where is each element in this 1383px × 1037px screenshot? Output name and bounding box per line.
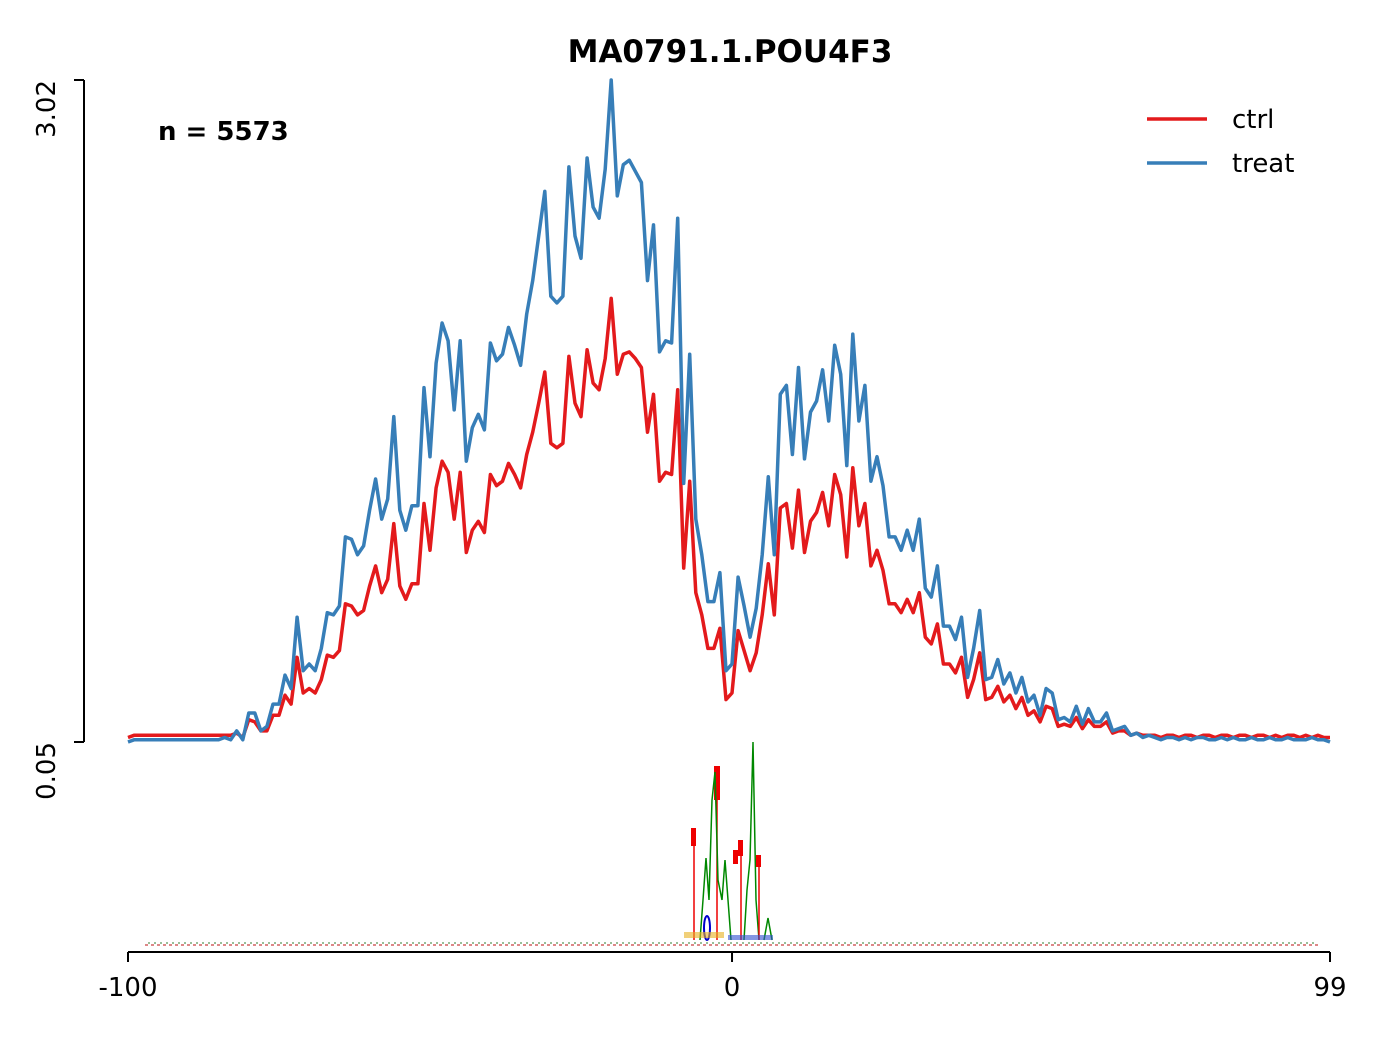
line-series: [127, 296, 1330, 740]
chart-title: MA0791.1.POU4F3: [568, 34, 893, 70]
y-tick-label: 0.05: [32, 742, 62, 800]
y-tick-label: 3.02: [32, 80, 62, 138]
x-tick-label: -100: [98, 973, 157, 1003]
legend-label: ctrl: [1232, 105, 1274, 135]
annotation: n = 5573: [158, 117, 289, 147]
line-series: [127, 78, 1331, 744]
x-tick-label: 99: [1313, 973, 1346, 1003]
legend-label: treat: [1232, 149, 1294, 179]
motif-logo: [145, 741, 1320, 946]
x-tick-label: 0: [724, 973, 741, 1003]
